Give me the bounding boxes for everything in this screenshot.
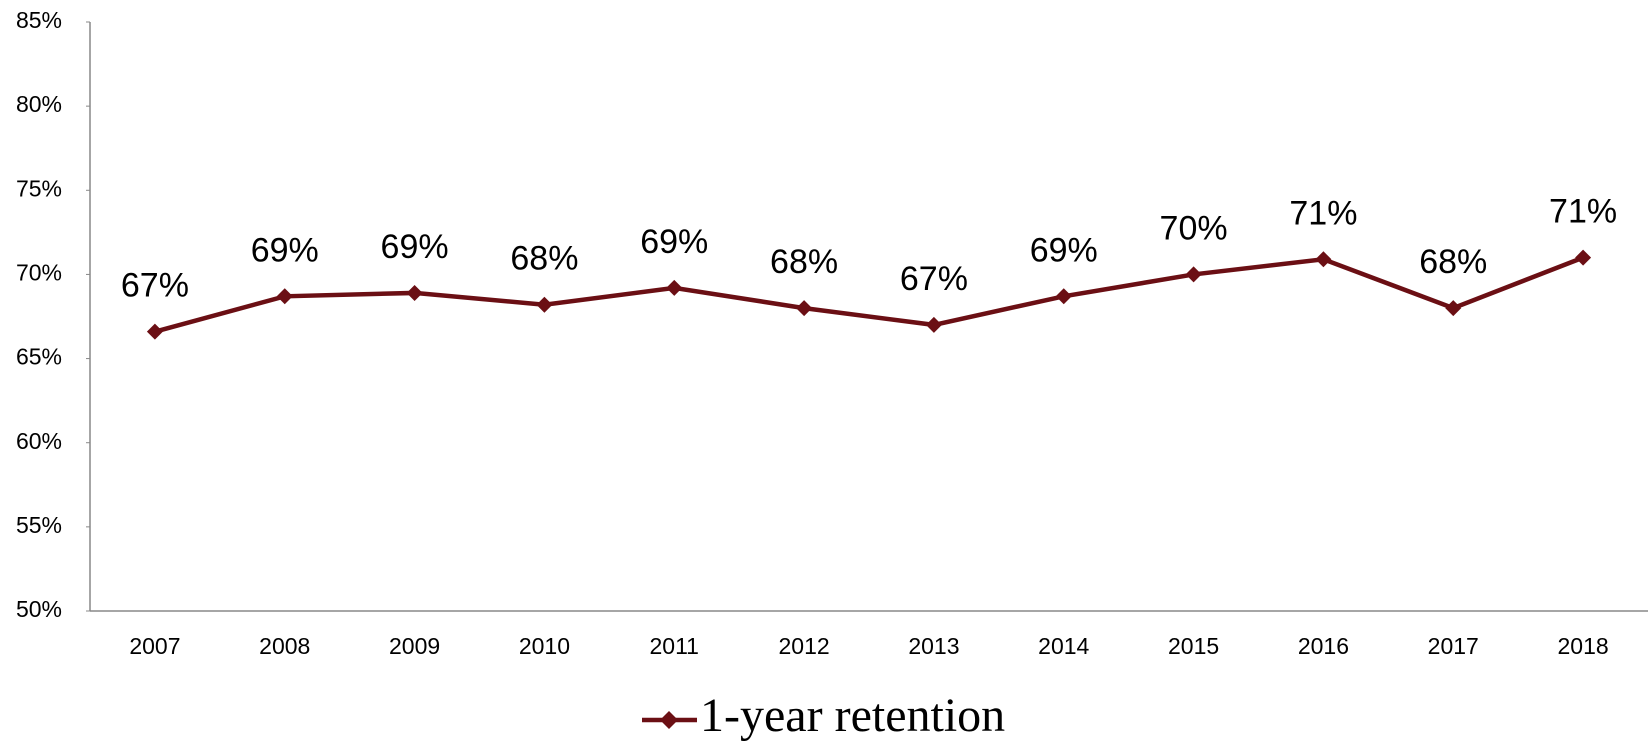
data-label: 70% — [1160, 209, 1228, 247]
data-label: 67% — [900, 260, 968, 298]
x-tick-label: 2014 — [1038, 633, 1089, 659]
point-marker — [666, 279, 683, 296]
point-marker — [276, 288, 293, 305]
point-marker — [925, 316, 942, 333]
y-tick-label: 55% — [16, 512, 62, 538]
y-tick-label: 70% — [16, 260, 62, 286]
y-tick-label: 85% — [16, 7, 62, 33]
point-marker — [406, 284, 423, 301]
x-tick-label: 2011 — [650, 633, 699, 659]
point-marker — [1055, 288, 1072, 305]
data-label: 69% — [640, 223, 708, 261]
x-tick-label: 2012 — [778, 633, 829, 659]
data-label: 71% — [1289, 194, 1357, 232]
data-label: 69% — [381, 228, 449, 266]
series-line — [154, 255, 1584, 334]
x-tick-label: 2018 — [1557, 633, 1608, 659]
x-tick-label: 2007 — [129, 633, 180, 659]
x-tick-label: 2013 — [908, 633, 959, 659]
point-marker — [1315, 251, 1332, 268]
y-tick-label: 65% — [16, 344, 62, 370]
point-marker — [536, 296, 553, 313]
data-label: 71% — [1549, 193, 1617, 231]
data-label: 68% — [770, 243, 838, 281]
point-marker — [1575, 249, 1592, 266]
legend-marker — [660, 711, 678, 729]
x-tick-label: 2016 — [1298, 633, 1349, 659]
x-tick-label: 2015 — [1168, 633, 1219, 659]
data-label: 67% — [121, 267, 189, 305]
y-tick-label: 75% — [16, 175, 62, 201]
y-tick-label: 50% — [16, 596, 62, 622]
x-tick-label: 2010 — [519, 633, 570, 659]
point-marker — [146, 323, 163, 340]
data-label: 68% — [1419, 243, 1487, 281]
y-tick-label: 80% — [16, 91, 62, 117]
x-tick-label: 2008 — [259, 633, 310, 659]
data-label: 68% — [510, 240, 578, 278]
data-label: 69% — [251, 231, 319, 269]
y-tick-label: 60% — [16, 428, 62, 454]
x-tick-label: 2009 — [389, 633, 440, 659]
x-tick-label: 2017 — [1428, 633, 1479, 659]
legend-label: 1-year retention — [700, 689, 1005, 742]
data-label: 69% — [1030, 231, 1098, 269]
point-marker — [1445, 300, 1462, 317]
point-marker — [1185, 266, 1202, 283]
point-marker — [796, 300, 813, 317]
